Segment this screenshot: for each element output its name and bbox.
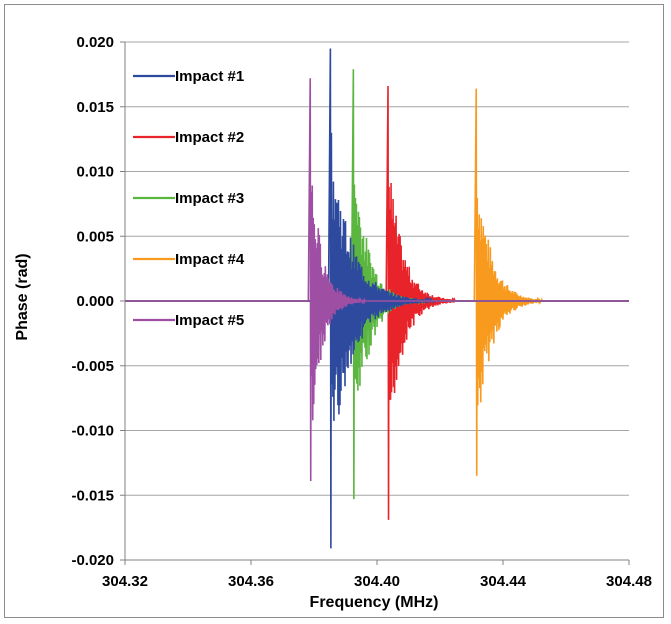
tick-labels: 0.020 0.015 0.010 0.005 0.000 -0.005 -0.010 -0.… [71,34,651,590]
legend-label: Impact #3 [175,190,244,207]
series-line-impact-5 [125,78,629,482]
chart-frame: 0.020 0.015 0.010 0.005 0.000 -0.005 -0.010 -0.… [4,4,664,618]
x-tick-label: 304.36 [228,573,274,590]
x-tick-label: 304.48 [606,573,652,590]
x-tick-label: 304.44 [480,573,527,590]
y-tick-label: 0.020 [76,34,114,51]
y-tick-label: 0.015 [76,99,114,116]
series-layer [125,48,629,549]
legend-label: Impact #1 [175,68,244,85]
legend-label: Impact #2 [175,129,244,146]
phase-chart: 0.020 0.015 0.010 0.005 0.000 -0.005 -0.010 -0.… [14,34,652,611]
y-tick-label: -0.005 [71,358,114,375]
y-tick-label: -0.020 [71,552,114,569]
x-axis-title: Frequency (MHz) [310,594,439,611]
y-tick-label: 0.005 [76,228,114,245]
y-tick-label: 0.010 [76,164,114,181]
x-tick-label: 304.32 [102,573,148,590]
series-line-impact-1 [125,48,629,549]
y-tick-label: 0.000 [76,293,114,310]
y-tick-label: -0.010 [71,423,114,440]
y-tick-label: -0.015 [71,487,114,504]
legend-label: Impact #4 [175,251,245,268]
y-axis-title: Phase (rad) [14,253,31,340]
legend-label: Impact #5 [175,312,244,329]
x-tick-label: 304.40 [354,573,400,590]
legend: Impact #1 Impact #2 Impact #3 Impact #4 Impa… [133,68,245,329]
